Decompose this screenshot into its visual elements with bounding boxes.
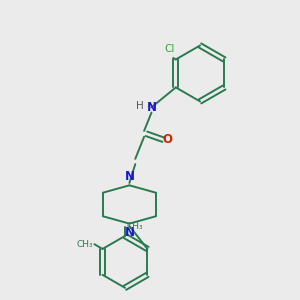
Text: N: N xyxy=(146,101,157,114)
Text: CH₃: CH₃ xyxy=(126,222,143,231)
Text: N: N xyxy=(124,226,134,239)
Text: Cl: Cl xyxy=(164,44,175,54)
Text: N: N xyxy=(124,170,134,183)
Text: H: H xyxy=(136,101,144,111)
Text: O: O xyxy=(163,133,173,146)
Text: CH₃: CH₃ xyxy=(76,240,93,249)
